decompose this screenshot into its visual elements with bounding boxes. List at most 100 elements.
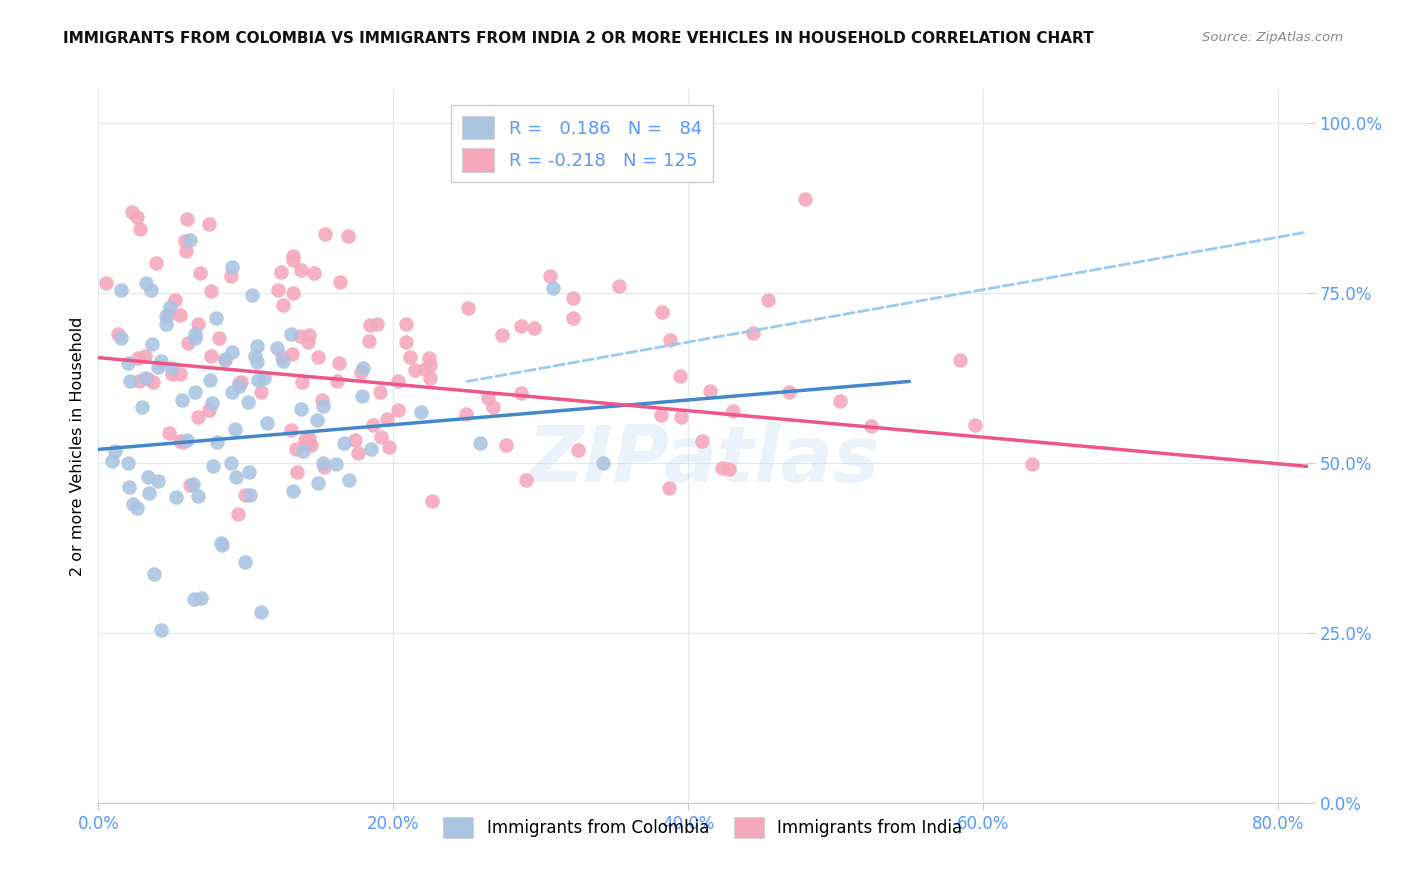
Point [170, 393, 193, 408]
Point [198, 217, 221, 231]
Point [155, 317, 177, 331]
Point [221, 385, 243, 400]
Point [481, 400, 503, 414]
Point [311, 393, 333, 408]
Point [214, 352, 236, 367]
Point [650, 409, 672, 423]
Y-axis label: 2 or more Vehicles in Household: 2 or more Vehicles in Household [69, 317, 84, 575]
Point [198, 373, 221, 387]
Point [221, 345, 243, 359]
Point [270, 350, 292, 364]
Point [456, 407, 478, 421]
Point [240, 287, 263, 301]
Point [778, 385, 800, 400]
Point [211, 538, 233, 552]
Point [337, 229, 360, 244]
Point [110, 331, 132, 345]
Point [172, 434, 194, 449]
Point [538, 268, 561, 283]
Point [562, 310, 585, 325]
Point [370, 430, 392, 444]
Point [523, 320, 546, 334]
Point [285, 465, 308, 479]
Point [658, 333, 681, 347]
Point [247, 374, 270, 388]
Point [100, 454, 122, 468]
Point [690, 434, 713, 449]
Point [233, 488, 256, 502]
Point [110, 283, 132, 297]
Point [198, 402, 221, 417]
Point [333, 435, 356, 450]
Point [352, 360, 374, 375]
Point [281, 253, 304, 268]
Point [117, 356, 139, 370]
Point [127, 351, 149, 365]
Point [756, 293, 779, 307]
Point [375, 411, 398, 425]
Point [169, 434, 191, 449]
Point [294, 433, 316, 447]
Point [139, 283, 162, 297]
Point [828, 394, 851, 409]
Point [860, 419, 883, 434]
Point [312, 456, 335, 470]
Point [125, 210, 148, 224]
Point [307, 350, 329, 364]
Point [142, 376, 165, 390]
Point [169, 308, 191, 322]
Point [347, 446, 370, 460]
Point [491, 327, 513, 342]
Point [118, 480, 141, 494]
Point [179, 477, 201, 491]
Point [395, 317, 418, 331]
Point [107, 327, 129, 342]
Point [250, 385, 273, 400]
Point [266, 283, 288, 297]
Point [141, 337, 163, 351]
Point [273, 354, 295, 368]
Point [360, 442, 382, 457]
Point [399, 350, 422, 364]
Point [256, 417, 278, 431]
Point [297, 328, 319, 343]
Point [145, 256, 167, 270]
Point [157, 426, 180, 441]
Point [190, 591, 212, 606]
Point [146, 475, 169, 489]
Point [301, 438, 323, 452]
Point [495, 437, 517, 451]
Point [266, 341, 288, 355]
Point [963, 418, 986, 433]
Point [129, 222, 152, 236]
Point [470, 436, 492, 450]
Point [477, 391, 499, 405]
Point [1021, 457, 1043, 471]
Point [150, 353, 173, 368]
Point [205, 435, 228, 450]
Point [325, 374, 347, 388]
Point [183, 331, 205, 345]
Point [236, 394, 259, 409]
Point [246, 354, 269, 368]
Point [297, 437, 319, 451]
Point [699, 384, 721, 398]
Point [350, 365, 373, 379]
Point [221, 456, 243, 470]
Point [567, 443, 589, 458]
Point [179, 233, 201, 247]
Point [307, 413, 329, 427]
Point [329, 275, 352, 289]
Point [174, 234, 197, 248]
Point [176, 434, 198, 448]
Point [721, 404, 744, 418]
Point [204, 310, 226, 325]
Point [146, 360, 169, 375]
Point [155, 309, 177, 323]
Point [419, 359, 441, 373]
Point [592, 456, 614, 470]
Point [297, 334, 319, 349]
Point [312, 460, 335, 475]
Point [160, 367, 183, 381]
Point [187, 409, 209, 424]
